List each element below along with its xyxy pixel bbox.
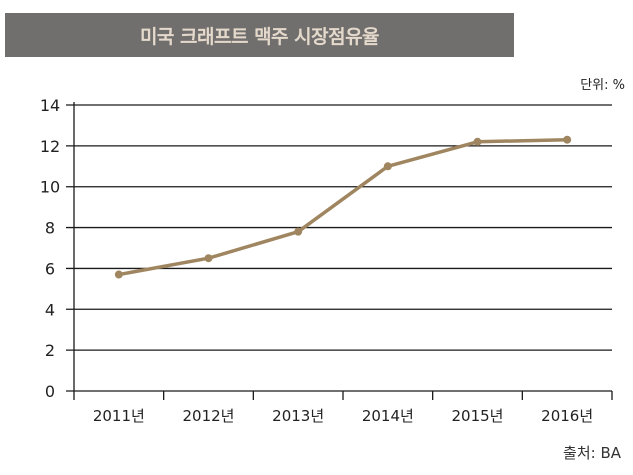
x-axis xyxy=(73,102,613,400)
x-tick-label: 2016년 xyxy=(541,407,593,425)
x-tick-label: 2013년 xyxy=(272,407,324,425)
data-point-2016년 xyxy=(563,135,572,144)
data-point-2015년 xyxy=(473,137,482,146)
x-tick-label: 2011년 xyxy=(93,407,145,425)
data-series xyxy=(114,135,572,279)
data-point-2014년 xyxy=(383,162,392,171)
y-tick-label: 12 xyxy=(40,137,60,156)
y-tick-labels: 0 2 4 6 8 10 12 14 xyxy=(40,96,60,401)
chart-title: 미국 크래프트 맥주 시장점유율 xyxy=(139,25,380,48)
y-tick-label: 14 xyxy=(40,96,60,115)
y-tick-label: 6 xyxy=(45,259,55,278)
x-tick-label: 2014년 xyxy=(362,407,414,425)
data-point-2011년 xyxy=(114,270,123,279)
source-label: 출처: BA xyxy=(563,444,621,462)
chart-title-bar: 미국 크래프트 맥주 시장점유율 xyxy=(5,13,514,57)
y-tick-label: 4 xyxy=(45,300,55,319)
y-tick-label: 10 xyxy=(40,178,60,197)
series-line xyxy=(118,137,568,277)
data-point-2013년 xyxy=(294,227,303,236)
y-tick-label: 8 xyxy=(45,219,55,238)
unit-label: 단위: % xyxy=(580,78,625,93)
data-point-2012년 xyxy=(204,254,213,263)
grid-lines xyxy=(66,104,612,392)
x-tick-label: 2015년 xyxy=(452,407,504,425)
x-tick-label: 2012년 xyxy=(183,407,235,425)
y-tick-label: 0 xyxy=(45,382,55,401)
x-tick-labels: 2011년 2012년 2013년 2014년 2015년 2016년 xyxy=(93,407,593,425)
y-tick-label: 2 xyxy=(45,341,55,360)
